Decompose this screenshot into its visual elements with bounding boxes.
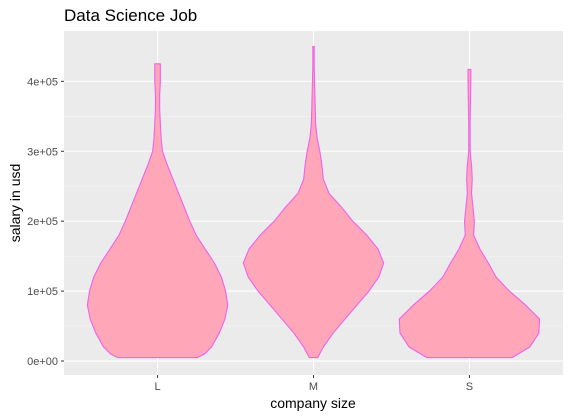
violin-s — [398, 68, 541, 359]
y-axis: 0e+00 1e+05 2e+05 3e+05 4e+05 — [27, 76, 64, 368]
y-tick-label: 4e+05 — [27, 76, 58, 88]
x-tick-label: S — [466, 381, 473, 393]
y-tick-label: 3e+05 — [27, 146, 58, 158]
y-tick-label: 2e+05 — [27, 216, 58, 228]
x-tick-label: L — [155, 381, 161, 393]
violin-l — [86, 63, 229, 359]
y-tick-label: 1e+05 — [27, 286, 58, 298]
x-axis-title: company size — [270, 395, 356, 411]
y-tick-label: 0e+00 — [27, 356, 58, 368]
violins — [86, 45, 541, 359]
y-axis-title: salary in usd — [7, 164, 23, 243]
violin-m — [242, 45, 385, 359]
x-tick-label: M — [309, 381, 318, 393]
chart-title: Data Science Job — [64, 6, 197, 25]
